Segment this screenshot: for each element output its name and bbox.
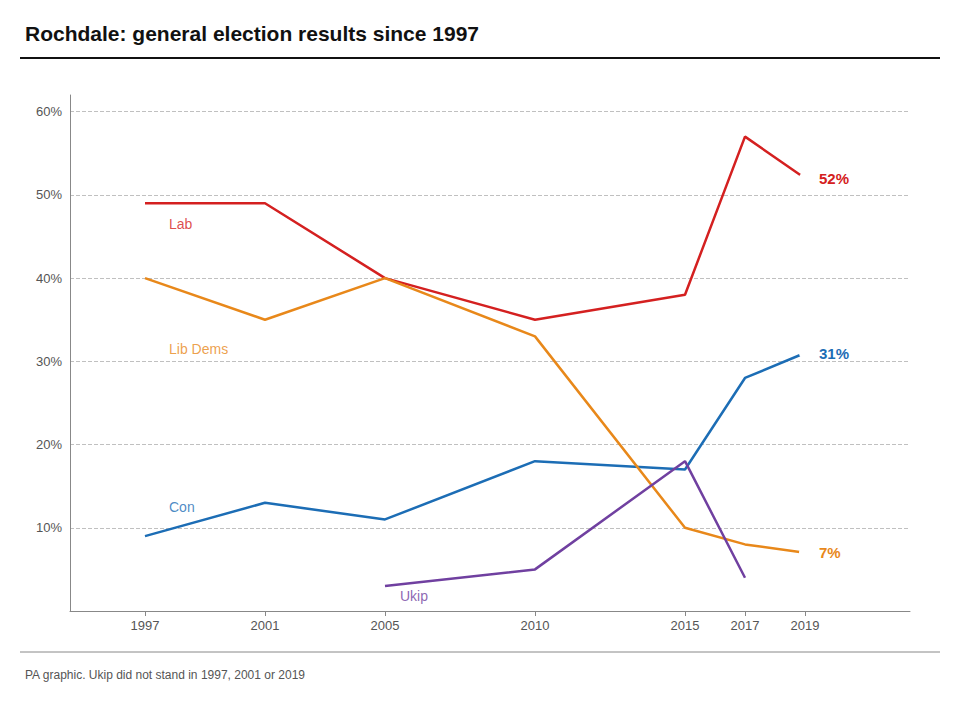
svg-text:2017: 2017	[731, 618, 760, 633]
svg-text:2001: 2001	[251, 618, 280, 633]
svg-text:Rochdale: general election res: Rochdale: general election results since…	[25, 22, 479, 45]
svg-text:40%: 40%	[36, 271, 62, 286]
svg-text:Ukip: Ukip	[400, 588, 428, 604]
svg-text:Lab: Lab	[169, 216, 193, 232]
svg-text:2015: 2015	[671, 618, 700, 633]
svg-text:Lib Dems: Lib Dems	[169, 341, 228, 357]
svg-text:30%: 30%	[36, 354, 62, 369]
svg-text:2010: 2010	[521, 618, 550, 633]
svg-text:60%: 60%	[36, 104, 62, 119]
svg-text:1997: 1997	[131, 618, 160, 633]
svg-text:10%: 10%	[36, 520, 62, 535]
svg-text:2005: 2005	[371, 618, 400, 633]
svg-text:20%: 20%	[36, 437, 62, 452]
svg-text:PA graphic. Ukip did not stand: PA graphic. Ukip did not stand in 1997, …	[25, 668, 305, 682]
svg-text:31%: 31%	[819, 345, 849, 362]
svg-text:50%: 50%	[36, 187, 62, 202]
svg-text:52%: 52%	[819, 170, 849, 187]
svg-text:Con: Con	[169, 499, 195, 515]
svg-text:7%: 7%	[819, 544, 841, 561]
svg-text:2019: 2019	[791, 618, 820, 633]
